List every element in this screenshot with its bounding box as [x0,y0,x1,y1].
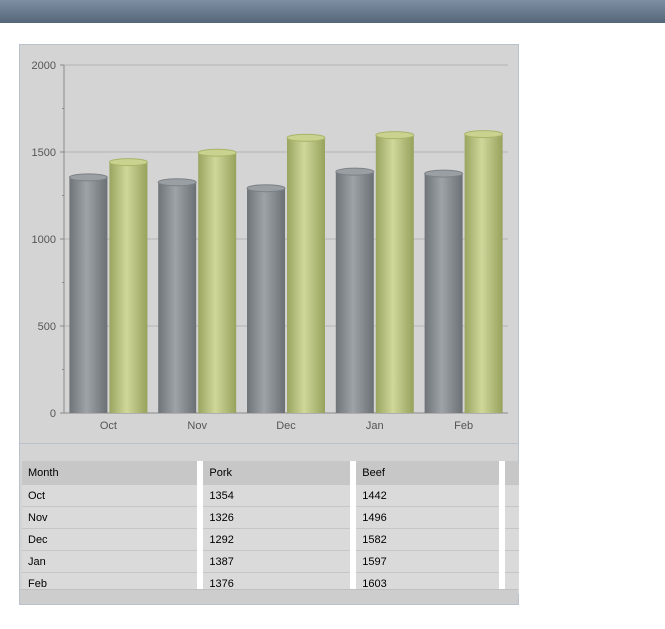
cell-filler [502,550,519,573]
bar-cap [108,158,148,167]
cell-pork: 1354 [200,484,357,507]
y-tick-label: 500 [38,321,56,333]
bar-cap [157,178,197,187]
y-tick-label: 1500 [32,147,56,159]
y-tick-label: 0 [50,408,56,420]
bar-cap [464,130,504,139]
bar-pork-oct [69,177,108,413]
cell-month: Oct [22,484,204,507]
y-tick-label: 2000 [32,60,56,72]
cell-filler [502,528,519,551]
cell-filler [502,506,519,529]
x-tick-label: Jan [366,420,384,432]
tick-labels: 0 500 1000 1500 2000 Oct Nov Dec Jan Feb [32,60,474,432]
bar-beef-feb [464,134,503,413]
bar-pork-feb [424,173,463,413]
table-row[interactable]: Oct 1354 1442 [22,484,519,507]
cell-beef: 1603 [353,572,506,594]
title-bar [0,0,665,23]
cell-beef: 1442 [353,484,506,507]
cell-month: Nov [22,506,204,529]
bar-cap [246,184,286,193]
cell-beef: 1496 [353,506,506,529]
footer-strip [20,589,518,604]
bar-pork-nov [158,182,197,413]
bar-beef-jan [375,135,414,413]
chart-panel: 0 500 1000 1500 2000 Oct Nov Dec Jan Feb Month Po… [19,44,519,605]
column-header-filler [502,461,519,485]
bar-cap [286,133,326,142]
bar-pork-jan [335,171,374,413]
bar-cap [424,169,464,178]
table-row[interactable]: Nov 1326 1496 [22,506,519,529]
table-row[interactable]: Feb 1376 1603 [22,572,519,594]
bar-cap [375,131,415,140]
column-header-pork[interactable]: Pork [200,461,357,485]
cell-pork: 1326 [200,506,357,529]
cell-pork: 1387 [200,550,357,573]
cell-pork: 1376 [200,572,357,594]
data-grid: Month Pork Beef Oct 1354 1442 Nov 1326 1… [22,461,519,594]
cell-filler [502,484,519,507]
cell-filler [502,572,519,594]
cell-month: Jan [22,550,204,573]
cell-beef: 1597 [353,550,506,573]
x-tick-label: Nov [187,420,207,432]
cell-beef: 1582 [353,528,506,551]
column-header-month[interactable]: Month [22,461,204,485]
y-tick-label: 1000 [32,234,56,246]
bar-beef-nov [198,152,237,414]
x-tick-label: Dec [276,420,296,432]
header-row: Month Pork Beef [22,461,519,485]
bar-beef-dec [287,137,325,413]
bar-cap [335,167,375,176]
bar-pork-dec [247,188,285,413]
cell-month: Feb [22,572,204,594]
bar-beef-oct [109,162,148,413]
x-tick-label: Feb [454,420,473,432]
bar-cap [197,148,237,157]
table-row[interactable]: Jan 1387 1597 [22,550,519,573]
bars [68,130,504,414]
data-table: Month Pork Beef Oct 1354 1442 Nov 1326 1… [22,461,519,594]
chart-area: 0 500 1000 1500 2000 Oct Nov Dec Jan Feb [20,45,518,444]
table-row[interactable]: Dec 1292 1582 [22,528,519,551]
bar-cap [68,173,108,182]
cell-pork: 1292 [200,528,357,551]
cell-month: Dec [22,528,204,551]
x-tick-label: Oct [100,420,117,432]
bar-chart: 0 500 1000 1500 2000 Oct Nov Dec Jan Feb [32,60,508,432]
column-header-beef[interactable]: Beef [353,461,506,485]
